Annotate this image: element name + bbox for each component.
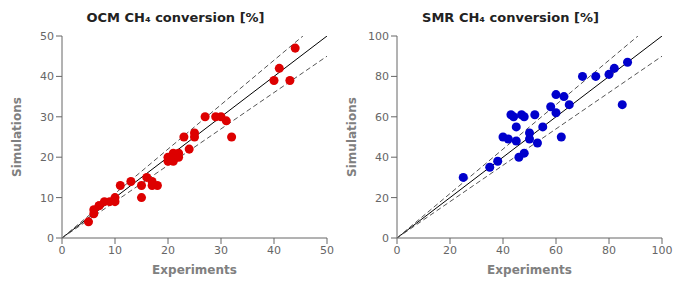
svg-text:60: 60 <box>375 111 389 124</box>
svg-text:10: 10 <box>108 244 122 257</box>
svg-text:Simulations: Simulations <box>10 97 24 177</box>
svg-text:40: 40 <box>40 70 54 83</box>
svg-text:50: 50 <box>320 244 334 257</box>
svg-text:Experiments: Experiments <box>487 263 572 277</box>
svg-text:80: 80 <box>602 244 616 257</box>
svg-text:0: 0 <box>59 244 66 257</box>
svg-text:0: 0 <box>394 244 401 257</box>
svg-text:30: 30 <box>214 244 228 257</box>
svg-text:50: 50 <box>40 30 54 43</box>
svg-text:100: 100 <box>368 30 389 43</box>
svg-text:20: 20 <box>375 192 389 205</box>
svg-text:10: 10 <box>40 192 54 205</box>
svg-text:40: 40 <box>267 244 281 257</box>
svg-text:30: 30 <box>40 111 54 124</box>
html-text:OCM CH₄ conversion [%]: OCM CH₄ conversion [%] <box>86 10 265 25</box>
svg-text:100: 100 <box>652 244 673 257</box>
svg-text:Experiments: Experiments <box>152 263 237 277</box>
svg-text:Simulations: Simulations <box>345 97 359 177</box>
html-text:SMR CH₄ conversion [%]: SMR CH₄ conversion [%] <box>422 10 599 25</box>
svg-text:40: 40 <box>496 244 510 257</box>
svg-text:20: 20 <box>161 244 175 257</box>
svg-text:80: 80 <box>375 70 389 83</box>
svg-text:60: 60 <box>549 244 563 257</box>
svg-text:0: 0 <box>382 232 389 245</box>
svg-text:0: 0 <box>47 232 54 245</box>
svg-text:20: 20 <box>40 151 54 164</box>
svg-text:20: 20 <box>443 244 457 257</box>
svg-text:40: 40 <box>375 151 389 164</box>
